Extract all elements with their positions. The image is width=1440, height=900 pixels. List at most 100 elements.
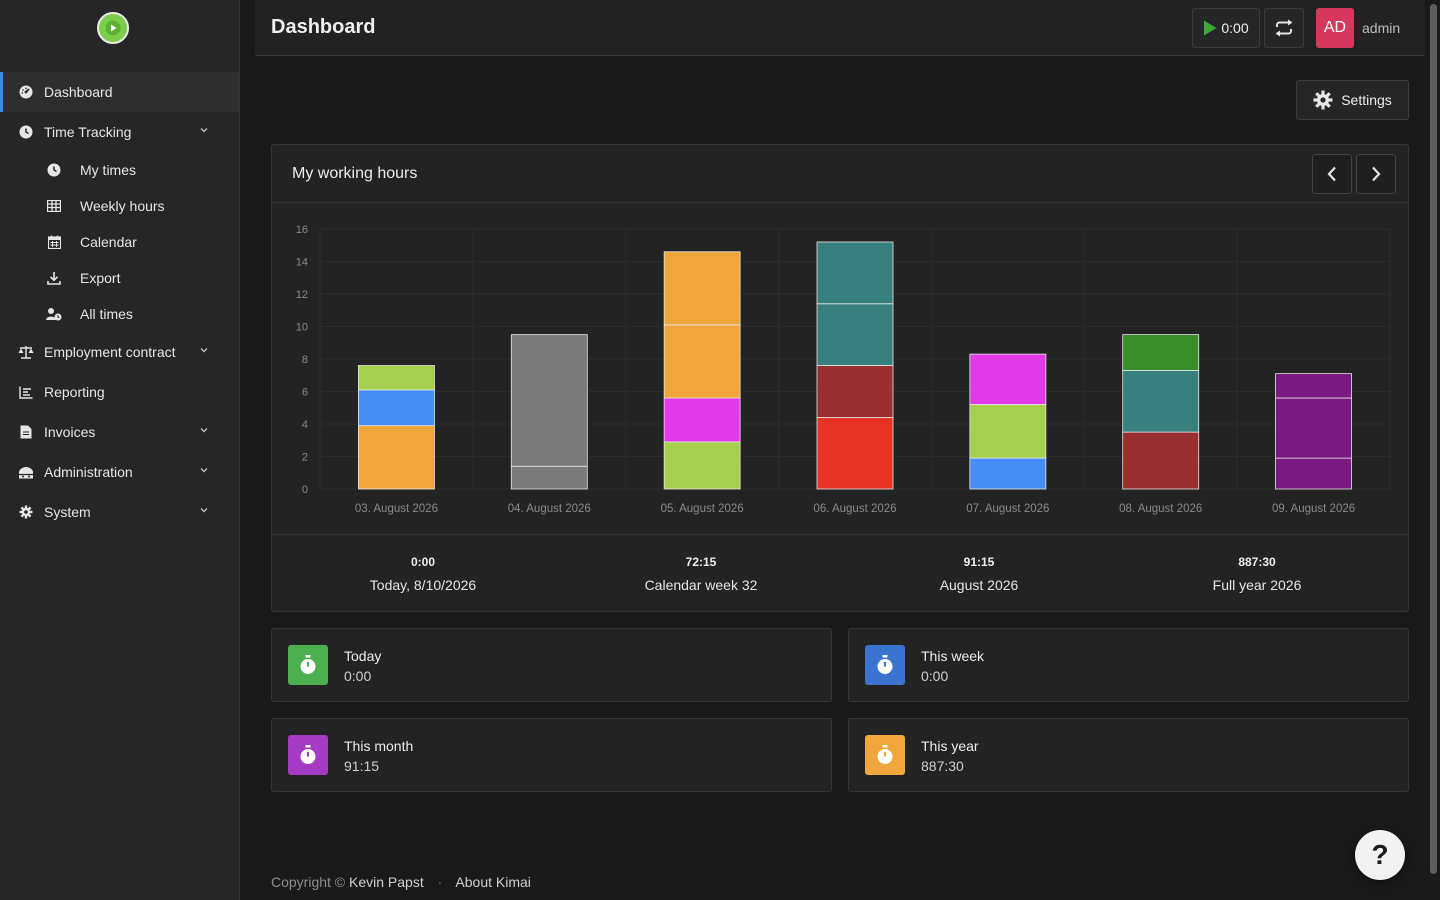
stat-value: 0:00 <box>344 668 372 684</box>
stat-value: 91:15 <box>344 758 380 774</box>
total-year: 887:30 Full year 2026 <box>1127 555 1387 593</box>
bar-segment <box>510 334 588 467</box>
x-tick-label: 08. August 2026 <box>1119 503 1202 515</box>
user-clock-icon <box>46 306 62 322</box>
y-tick-label: 2 <box>302 452 308 464</box>
chevron-right-icon <box>1372 166 1381 182</box>
sidebar-item-label: Employment contract <box>44 344 176 360</box>
sidebar-item-label: Export <box>80 270 121 286</box>
stat-card-today: Today 0:00 <box>271 628 832 702</box>
users-icon <box>18 464 34 480</box>
scrollbar-thumb[interactable] <box>1430 4 1437 874</box>
author-link[interactable]: Kevin Papst <box>349 874 424 890</box>
bar-segment <box>816 417 894 490</box>
bar-segment <box>663 397 741 443</box>
start-timer-button[interactable]: 0:00 <box>1192 8 1260 48</box>
x-tick-label: 09. August 2026 <box>1272 503 1355 515</box>
y-tick-label: 16 <box>296 224 308 236</box>
chevron-down-icon <box>200 128 208 133</box>
sidebar-item-all-times[interactable]: All times <box>0 296 239 332</box>
stopwatch-icon <box>288 645 328 685</box>
divider <box>272 534 1408 535</box>
timer-value: 0:00 <box>1221 20 1249 36</box>
chart-icon <box>18 384 34 400</box>
about-link[interactable]: About Kimai <box>455 874 531 890</box>
copyright-text: Copyright © <box>271 874 346 890</box>
bar-segment <box>816 241 894 305</box>
settings-button[interactable]: Settings <box>1296 80 1409 120</box>
y-tick-label: 0 <box>302 484 308 496</box>
sidebar-item-weekly-hours[interactable]: Weekly hours <box>0 188 239 224</box>
sidebar-item-employment-contract[interactable]: Employment contract <box>0 332 239 372</box>
y-tick-label: 6 <box>302 387 308 399</box>
kimai-logo[interactable] <box>97 12 129 44</box>
sidebar-item-label: Weekly hours <box>80 198 165 214</box>
y-tick-label: 14 <box>296 257 308 269</box>
bar-segment <box>358 425 435 490</box>
sidebar: Dashboard Time Tracking My times Weekly … <box>0 0 240 900</box>
stat-label: This year <box>921 738 979 754</box>
sidebar-item-dashboard[interactable]: Dashboard <box>0 72 239 112</box>
working-hours-card: My working hours 0 2 4 6 8 10 12 14 16 03. August… <box>271 144 1409 612</box>
sidebar-item-invoices[interactable]: Invoices <box>0 412 239 452</box>
chevron-left-icon <box>1327 166 1336 182</box>
stat-label: This month <box>344 738 414 754</box>
previous-week-button[interactable] <box>1312 154 1352 194</box>
stopwatch-icon <box>288 735 328 775</box>
bar-segment <box>510 465 588 490</box>
sidebar-nav: Dashboard Time Tracking My times Weekly … <box>0 72 239 532</box>
x-tick-label: 04. August 2026 <box>508 503 591 515</box>
x-tick-label: 03. August 2026 <box>355 503 438 515</box>
sidebar-item-label: Time Tracking <box>44 124 132 140</box>
footer-separator: · <box>437 874 443 890</box>
total-week: 72:15 Calendar week 32 <box>571 555 831 593</box>
sidebar-item-administration[interactable]: Administration <box>0 452 239 492</box>
y-tick-label: 12 <box>296 289 308 301</box>
sidebar-item-time-tracking[interactable]: Time Tracking <box>0 112 239 152</box>
divider <box>272 202 1408 203</box>
page-title: Dashboard <box>271 16 376 38</box>
chevron-down-icon <box>200 428 208 433</box>
total-label: Calendar week 32 <box>644 577 758 593</box>
scrollbar[interactable] <box>1428 0 1438 876</box>
working-hours-chart: 0 2 4 6 8 10 12 14 16 03. August 2026 04. August 2… <box>296 224 1391 515</box>
sidebar-item-label: Reporting <box>44 384 105 400</box>
bar-segment <box>1122 431 1200 490</box>
sidebar-item-reporting[interactable]: Reporting <box>0 372 239 412</box>
total-month: 91:15 August 2026 <box>849 555 1109 593</box>
download-icon <box>46 270 62 286</box>
sidebar-item-system[interactable]: System <box>0 492 239 532</box>
x-tick-label: 07. August 2026 <box>966 503 1049 515</box>
bar-segment <box>816 303 894 366</box>
stat-card-this-month: This month 91:15 <box>271 718 832 792</box>
avatar[interactable]: AD <box>1316 8 1354 48</box>
total-label: Today, 8/10/2026 <box>369 577 477 593</box>
y-tick-label: 8 <box>302 354 308 366</box>
sidebar-item-my-times[interactable]: My times <box>0 152 239 188</box>
username[interactable]: admin <box>1362 20 1401 36</box>
sidebar-item-calendar[interactable]: Calendar <box>0 224 239 260</box>
total-value: 91:15 <box>963 555 995 569</box>
chevron-down-icon <box>200 508 208 513</box>
gear-icon <box>1313 90 1333 110</box>
bar-segment <box>358 365 435 391</box>
calendar-icon <box>46 234 62 250</box>
sync-button[interactable] <box>1264 8 1304 48</box>
clock-icon <box>46 162 62 178</box>
sync-icon <box>1275 19 1293 37</box>
dashboard-icon <box>18 84 34 100</box>
help-button[interactable]: ? <box>1355 830 1405 880</box>
footer: Copyright © Kevin Papst · About Kimai <box>271 874 531 890</box>
y-tick-label: 4 <box>302 419 308 431</box>
sidebar-item-label: System <box>44 504 91 520</box>
chevron-down-icon <box>200 348 208 353</box>
sidebar-item-label: My times <box>80 162 136 178</box>
stat-label: Today <box>344 648 382 664</box>
stopwatch-icon <box>865 735 905 775</box>
sidebar-item-export[interactable]: Export <box>0 260 239 296</box>
scale-icon <box>18 344 34 360</box>
settings-label: Settings <box>1341 92 1392 108</box>
play-icon <box>1204 20 1217 36</box>
next-week-button[interactable] <box>1356 154 1396 194</box>
clock-icon <box>18 124 34 140</box>
